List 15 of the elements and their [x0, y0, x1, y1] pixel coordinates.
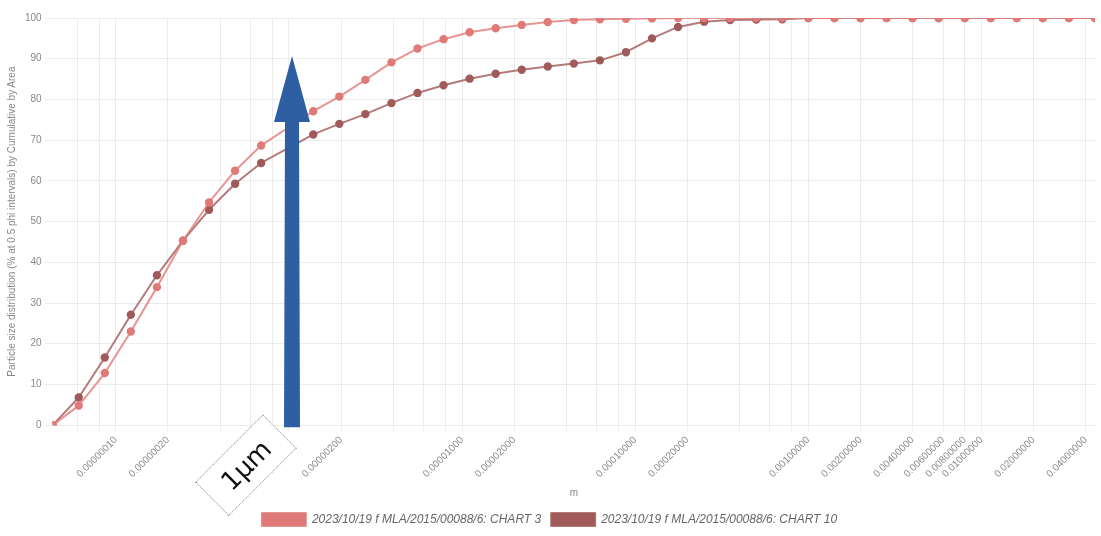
- y-tick-label: 80: [30, 93, 43, 105]
- y-tick-label: 10: [30, 378, 43, 390]
- legend-label: 2023/10/19 f MLA/2015/00088/6: CHART 10: [600, 511, 838, 526]
- y-axis-title: Particle size distribution (% at 0.5 phi intervals) by Cumulative by Area: [5, 66, 17, 377]
- y-tick-label: 30: [30, 296, 43, 308]
- y-tick-label: 90: [30, 52, 43, 64]
- y-tick-label: 70: [30, 133, 43, 145]
- y-tick-label: 60: [30, 174, 43, 186]
- y-tick-label: 0: [36, 418, 43, 430]
- y-tick-label: 50: [30, 215, 43, 227]
- y-tick-label: 100: [25, 11, 43, 23]
- y-tick-label: 40: [30, 256, 43, 268]
- legend-label: 2023/10/19 f MLA/2015/00088/6: CHART 3: [310, 511, 542, 526]
- x-axis-title: m: [569, 486, 579, 498]
- y-tick-label: 20: [30, 337, 43, 349]
